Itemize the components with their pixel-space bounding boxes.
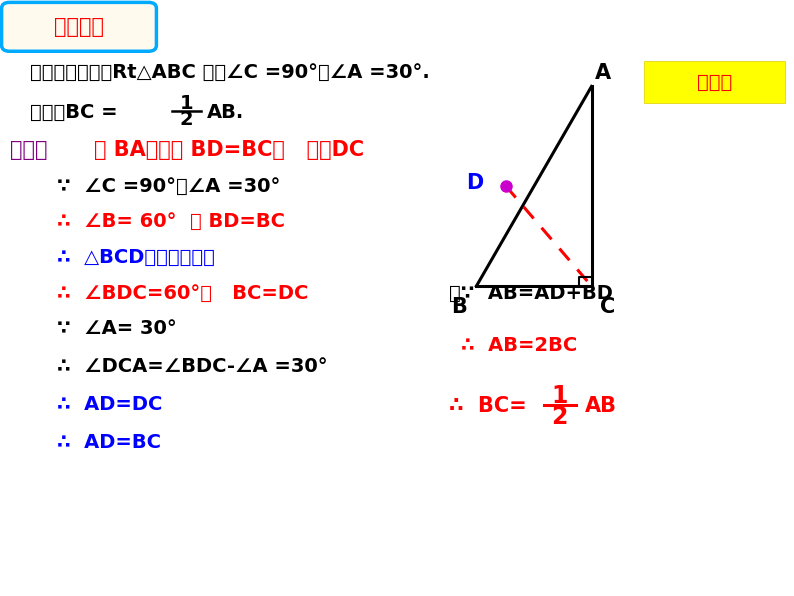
Text: ∴  AD=BC: ∴ AD=BC [57, 433, 161, 452]
Text: AB: AB [585, 396, 617, 417]
Text: ∴  ∠B= 60°  且 BD=BC: ∴ ∠B= 60° 且 BD=BC [57, 212, 285, 231]
Text: A: A [596, 63, 611, 83]
Text: ∵  ∠A= 30°: ∵ ∠A= 30° [57, 319, 177, 339]
Text: ∴  ∠BDC=60°，   BC=DC: ∴ ∠BDC=60°， BC=DC [57, 284, 309, 303]
Text: 在 BA上截取 BD=BC，   连接DC: 在 BA上截取 BD=BC， 连接DC [94, 140, 364, 160]
Text: B: B [451, 297, 467, 317]
Text: AB.: AB. [206, 103, 244, 122]
FancyBboxPatch shape [644, 61, 785, 103]
Text: ∵  ∠C =90°，∠A =30°: ∵ ∠C =90°，∠A =30° [57, 176, 280, 195]
Text: 2: 2 [179, 110, 194, 129]
Text: C: C [599, 297, 615, 317]
Text: ∴  ∠DCA=∠BDC-∠A =30°: ∴ ∠DCA=∠BDC-∠A =30° [57, 357, 328, 376]
Text: ∴  AB=2BC: ∴ AB=2BC [461, 336, 576, 355]
Text: ∴  BC=: ∴ BC= [449, 396, 534, 417]
Text: 证明：: 证明： [10, 140, 47, 160]
Text: D: D [466, 173, 484, 193]
Text: 1: 1 [552, 384, 568, 408]
Text: 求证：BC =: 求证：BC = [30, 103, 125, 122]
Text: ∴  △BCD是等边三角形: ∴ △BCD是等边三角形 [57, 248, 215, 267]
Text: 截长法: 截长法 [697, 73, 732, 92]
Text: ∴  AD=DC: ∴ AD=DC [57, 395, 163, 414]
Text: 已知：如图，在Rt△ABC 中，∠C =90°，∠A =30°.: 已知：如图，在Rt△ABC 中，∠C =90°，∠A =30°. [30, 63, 430, 82]
Text: 验证猜想: 验证猜想 [55, 17, 104, 37]
Text: 1: 1 [179, 94, 194, 113]
Text: 又∵  AB=AD+BD: 又∵ AB=AD+BD [449, 284, 612, 303]
FancyBboxPatch shape [2, 2, 156, 51]
Text: 2: 2 [552, 405, 568, 429]
